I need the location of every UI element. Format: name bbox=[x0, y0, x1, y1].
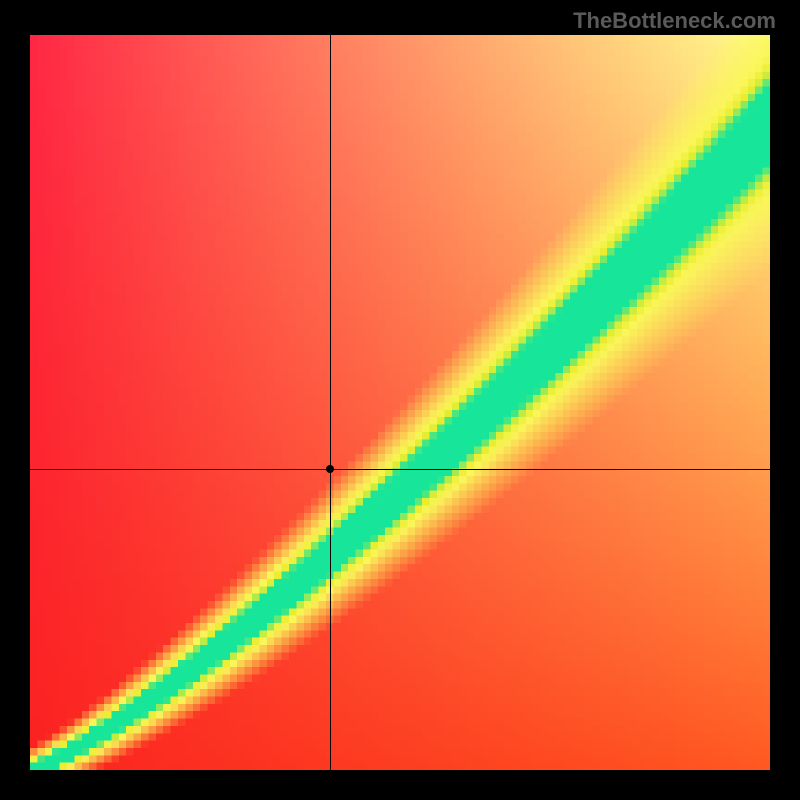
watermark-text: TheBottleneck.com bbox=[573, 8, 776, 34]
crosshair-horizontal bbox=[30, 469, 770, 470]
heatmap-plot bbox=[30, 35, 770, 770]
crosshair-marker bbox=[326, 465, 334, 473]
crosshair-vertical bbox=[330, 35, 331, 770]
heatmap-canvas bbox=[30, 35, 770, 770]
